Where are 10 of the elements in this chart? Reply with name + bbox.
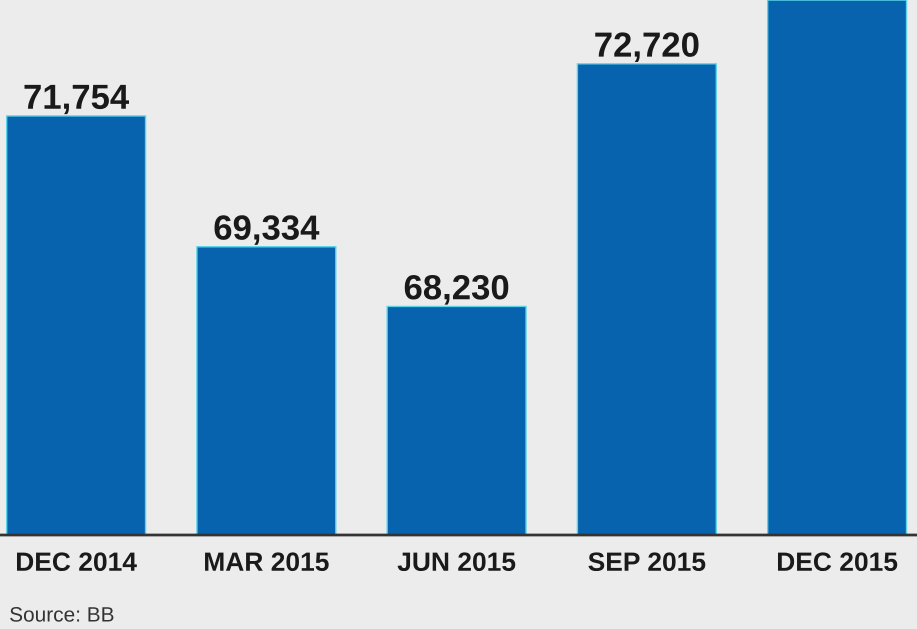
x-tick-label: JUN 2015 [398,552,516,572]
source-note: Source: BB [10,606,114,622]
x-tick-label: DEC 2015 [778,552,898,572]
x-tick-label: MAR 2015 [205,552,329,572]
data-label: 71,754 [24,84,130,114]
data-label: 68,230 [404,274,508,305]
data-label: 72,720 [595,32,699,62]
x-tick-label: DEC 2014 [16,552,137,572]
data-label: 69,334 [214,215,320,245]
x-tick-label: SEP 2015 [588,552,706,572]
